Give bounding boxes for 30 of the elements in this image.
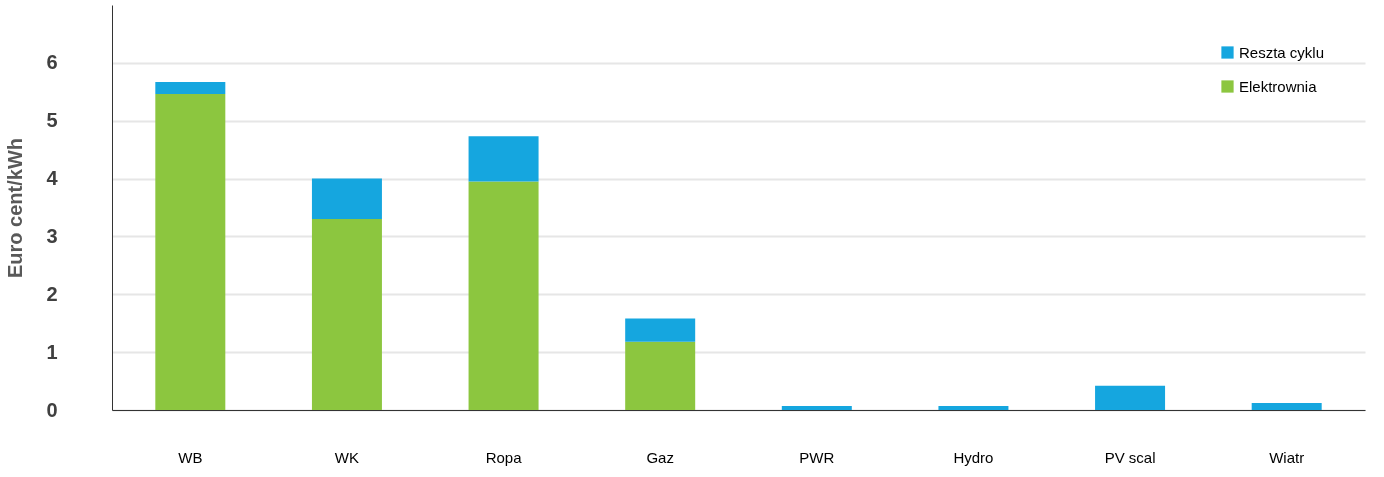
y-tick-label: 4 xyxy=(46,167,59,190)
legend-label: Elektrownia xyxy=(1239,77,1318,95)
bar xyxy=(938,405,1009,410)
x-tick-label: WB xyxy=(178,448,203,466)
y-tick-label: 5 xyxy=(46,109,58,132)
x-tick-label: PWR xyxy=(799,448,835,466)
y-axis-title: Euro cent/kWh xyxy=(4,137,27,279)
y-tick-label: 0 xyxy=(46,398,58,421)
bar xyxy=(311,219,382,410)
bar xyxy=(781,405,852,410)
x-tick-label: Gaz xyxy=(646,448,674,466)
bar xyxy=(155,94,226,410)
x-tick-label: PV scal xyxy=(1104,448,1156,466)
x-tick-label: Hydro xyxy=(953,448,994,466)
bar xyxy=(625,318,696,342)
y-tick-label: 3 xyxy=(46,224,58,247)
x-tick-label: WK xyxy=(334,448,360,466)
x-tick-label: Ropa xyxy=(485,448,523,466)
y-tick-label: 2 xyxy=(46,282,58,305)
legend-label: Reszta cyklu xyxy=(1239,43,1325,61)
x-tick-label: Wiatr xyxy=(1269,448,1305,466)
bar xyxy=(625,341,696,410)
bar xyxy=(311,178,382,220)
y-tick-label: 1 xyxy=(46,340,58,363)
bar xyxy=(468,136,539,182)
bar xyxy=(1251,403,1322,410)
bar xyxy=(1095,385,1166,410)
y-tick-label: 6 xyxy=(46,51,58,74)
bar xyxy=(155,81,226,95)
bar xyxy=(468,181,539,410)
